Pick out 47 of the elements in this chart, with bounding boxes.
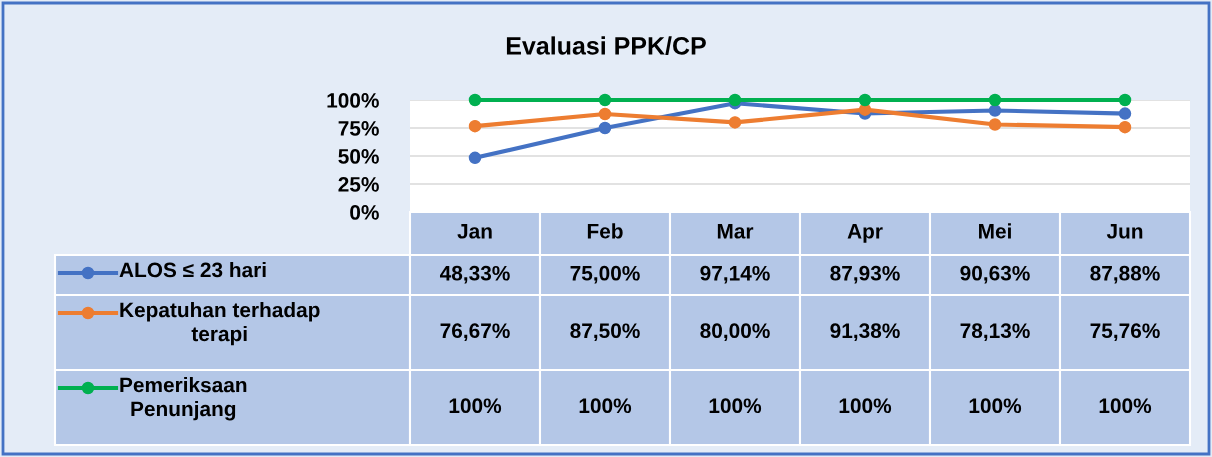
data-label: 100% (969, 398, 1022, 414)
y-tick-label: 100% (327, 93, 379, 108)
x-tick-label: Feb (587, 223, 623, 239)
point (988, 93, 1002, 107)
data-label: 80,00% (700, 323, 770, 342)
data-label: 100% (449, 398, 502, 414)
point (598, 93, 612, 107)
legend-label: Pemeriksaan Penunjang (120, 377, 247, 421)
data-label: 87,50% (570, 323, 640, 342)
x-tick-label: Mei (979, 223, 1011, 239)
point (1118, 93, 1132, 107)
data-label: 48,33% (439, 265, 510, 284)
point (598, 121, 612, 135)
y-tick-label: 75% (338, 121, 379, 136)
data-label: 78,13% (960, 323, 1030, 342)
data-label: 100% (709, 398, 762, 414)
point (988, 104, 1002, 117)
data-label: 100% (839, 398, 892, 414)
point (728, 116, 742, 129)
point (598, 107, 612, 121)
data-label: 90,63% (960, 265, 1030, 284)
y-tick-label: 50% (338, 149, 379, 164)
point (468, 93, 482, 107)
legend-label: Kepatuhan terhadap terapi (120, 302, 320, 346)
y-tick-label: 0% (350, 205, 379, 220)
point (858, 93, 872, 107)
point (1118, 120, 1132, 134)
point (468, 119, 482, 133)
data-label: 87,93% (830, 265, 900, 284)
data-label: 75,76% (1090, 323, 1160, 342)
data-label: 97,14% (700, 265, 770, 284)
data-label: 76,67% (440, 323, 510, 342)
x-tick-label: Apr (847, 224, 883, 243)
data-label: 87,88% (1090, 265, 1160, 284)
chart-title: Evaluasi PPK/CP (506, 36, 706, 55)
legend-label: ALOS ≤ 23 hari (119, 262, 266, 278)
point (468, 151, 482, 165)
point (1118, 107, 1132, 120)
y-tick-label: 25% (338, 177, 379, 192)
x-tick-label: Jan (457, 224, 492, 239)
data-label: 100% (1099, 398, 1152, 414)
data-label: 100% (579, 398, 632, 414)
x-tick-label: Mar (717, 224, 754, 239)
point (988, 118, 1002, 131)
x-tick-label: Jun (1106, 224, 1143, 239)
data-label: 91,38% (830, 323, 900, 342)
data-label: 75,00% (570, 265, 640, 284)
